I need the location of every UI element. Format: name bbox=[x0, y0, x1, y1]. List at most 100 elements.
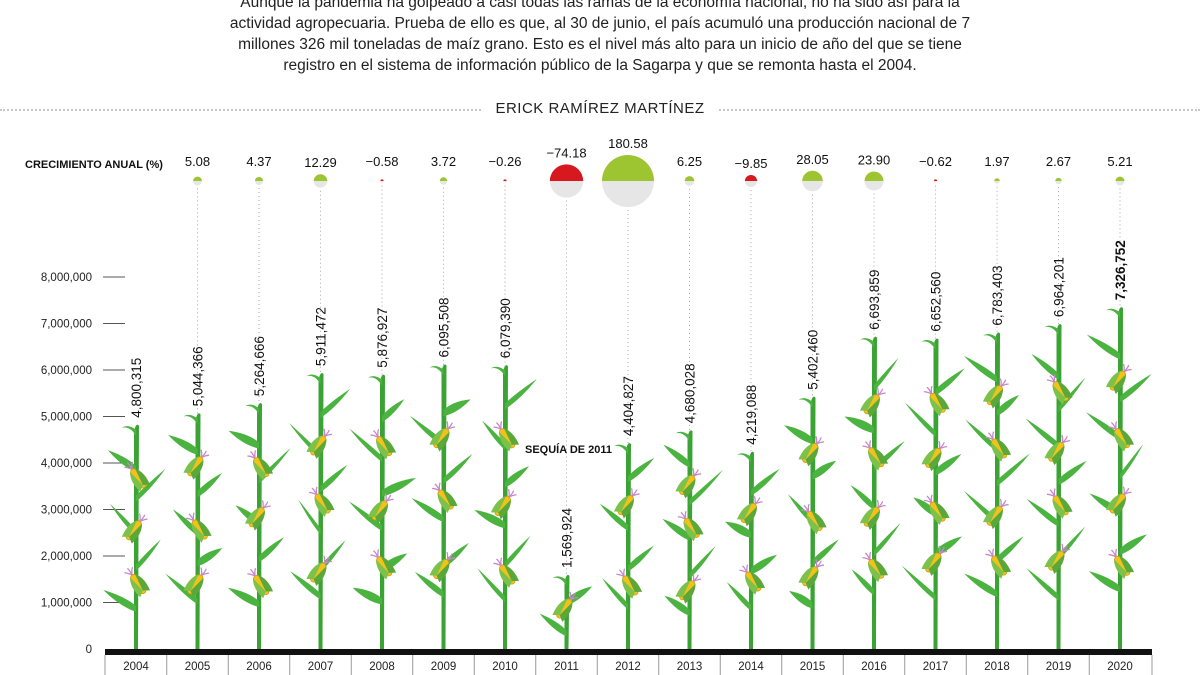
leaf bbox=[725, 521, 751, 538]
corn-cob bbox=[859, 387, 886, 418]
cob-husk bbox=[1052, 498, 1066, 519]
cob-silk bbox=[1061, 543, 1071, 553]
cob-silk bbox=[308, 486, 318, 496]
cob-husk bbox=[621, 498, 634, 519]
cob-husk bbox=[313, 439, 327, 459]
leaf bbox=[136, 468, 166, 502]
cob-husk bbox=[442, 489, 458, 507]
leaf bbox=[798, 398, 813, 408]
cob-husk bbox=[190, 577, 204, 598]
cob-husk bbox=[376, 439, 389, 460]
leaf bbox=[259, 537, 285, 563]
x-tick-label: 2011 bbox=[554, 661, 579, 673]
corn-cob bbox=[675, 467, 702, 499]
cob-silk bbox=[999, 498, 1009, 508]
leaf bbox=[663, 444, 690, 468]
x-tick-label: 2006 bbox=[246, 661, 272, 673]
cob-silk bbox=[815, 435, 825, 445]
cob-husk bbox=[675, 580, 691, 597]
cob-husk bbox=[929, 505, 943, 525]
cob-husk bbox=[1057, 495, 1073, 512]
growth-bubble-negative bbox=[503, 179, 507, 181]
cob-silk bbox=[692, 467, 702, 477]
corn-stalk-2007 bbox=[288, 372, 351, 649]
value-label: 6,095,508 bbox=[437, 297, 452, 357]
growth-bubble-positive bbox=[1055, 177, 1062, 181]
cob-husk bbox=[859, 394, 876, 411]
cob-silk bbox=[800, 503, 810, 513]
growth-bubble-positive bbox=[313, 174, 328, 181]
cob-husk bbox=[1118, 428, 1135, 445]
x-tick-label: 2015 bbox=[800, 661, 826, 673]
leaf bbox=[505, 378, 537, 410]
growth-bubble-positive bbox=[602, 155, 654, 181]
leaf bbox=[812, 460, 837, 480]
cob-husk bbox=[688, 518, 704, 535]
leaf bbox=[904, 402, 936, 437]
cob-husk bbox=[367, 500, 384, 518]
corn-cob bbox=[800, 503, 827, 535]
cob-husk bbox=[429, 428, 445, 445]
cob-husk bbox=[1114, 431, 1127, 452]
cob-silk bbox=[1061, 434, 1071, 444]
growth-value: 28.05 bbox=[796, 152, 829, 167]
leaf bbox=[168, 434, 198, 455]
cob-husk bbox=[995, 555, 1012, 573]
cob-husk bbox=[253, 460, 266, 481]
cob-husk bbox=[1044, 441, 1060, 459]
corn-cob bbox=[183, 449, 210, 480]
cob-silk bbox=[124, 566, 134, 576]
leaf bbox=[599, 503, 628, 531]
corn-cob bbox=[244, 500, 271, 531]
corn-cob bbox=[493, 557, 520, 588]
leaf bbox=[290, 571, 321, 600]
leaf bbox=[414, 571, 444, 598]
cob-husk bbox=[436, 562, 450, 583]
leaf bbox=[935, 368, 965, 396]
cob-husk bbox=[934, 501, 950, 519]
leaf bbox=[197, 548, 223, 567]
cob-husk bbox=[1052, 384, 1066, 405]
cob-husk bbox=[1051, 445, 1065, 466]
cob-silk bbox=[876, 499, 886, 509]
leaf bbox=[474, 509, 505, 529]
corn-cob bbox=[923, 494, 950, 525]
leaf bbox=[491, 366, 505, 377]
cob-husk bbox=[872, 447, 889, 464]
cob-husk bbox=[429, 559, 445, 576]
cob-husk bbox=[1118, 555, 1135, 573]
corn-cob bbox=[677, 510, 704, 542]
growth-value: −0.62 bbox=[919, 154, 952, 169]
cob-husk bbox=[437, 493, 451, 513]
corn-stalk-2010 bbox=[474, 365, 537, 649]
leaf bbox=[1058, 526, 1086, 561]
leaf bbox=[197, 472, 223, 498]
cob-silk bbox=[862, 440, 872, 449]
corn-stalk-2011 bbox=[539, 574, 593, 649]
leaf bbox=[784, 425, 813, 444]
growth-bubble-negative bbox=[380, 179, 384, 181]
leaf bbox=[1044, 325, 1059, 336]
leaf bbox=[382, 399, 405, 423]
leaf bbox=[429, 365, 444, 376]
x-axis: 2004 2005 2006 2007 2008 2009 2010 2011 2012 2013… bbox=[104, 649, 1153, 675]
cob-husk bbox=[868, 450, 881, 471]
cob-husk bbox=[934, 392, 950, 410]
leaf bbox=[1026, 568, 1059, 601]
leaf bbox=[628, 457, 655, 483]
cob-husk bbox=[990, 509, 1003, 530]
y-tick-label: 5,000,000 bbox=[41, 412, 92, 424]
x-tick-label: 2012 bbox=[615, 661, 641, 673]
growth-bubble-negative bbox=[744, 174, 758, 181]
leaf bbox=[539, 613, 567, 637]
leaf bbox=[443, 542, 469, 569]
x-tick-label: 2004 bbox=[123, 661, 149, 673]
cob-husk bbox=[306, 562, 322, 580]
cob-silk bbox=[493, 557, 503, 567]
leaf bbox=[1026, 498, 1059, 527]
intro-line: Aunque la pandemia ha golpeado a casi to… bbox=[240, 0, 960, 11]
corn-cob bbox=[859, 499, 886, 531]
cob-husk bbox=[682, 583, 696, 604]
cob-husk bbox=[314, 497, 328, 517]
leaf bbox=[227, 587, 259, 608]
